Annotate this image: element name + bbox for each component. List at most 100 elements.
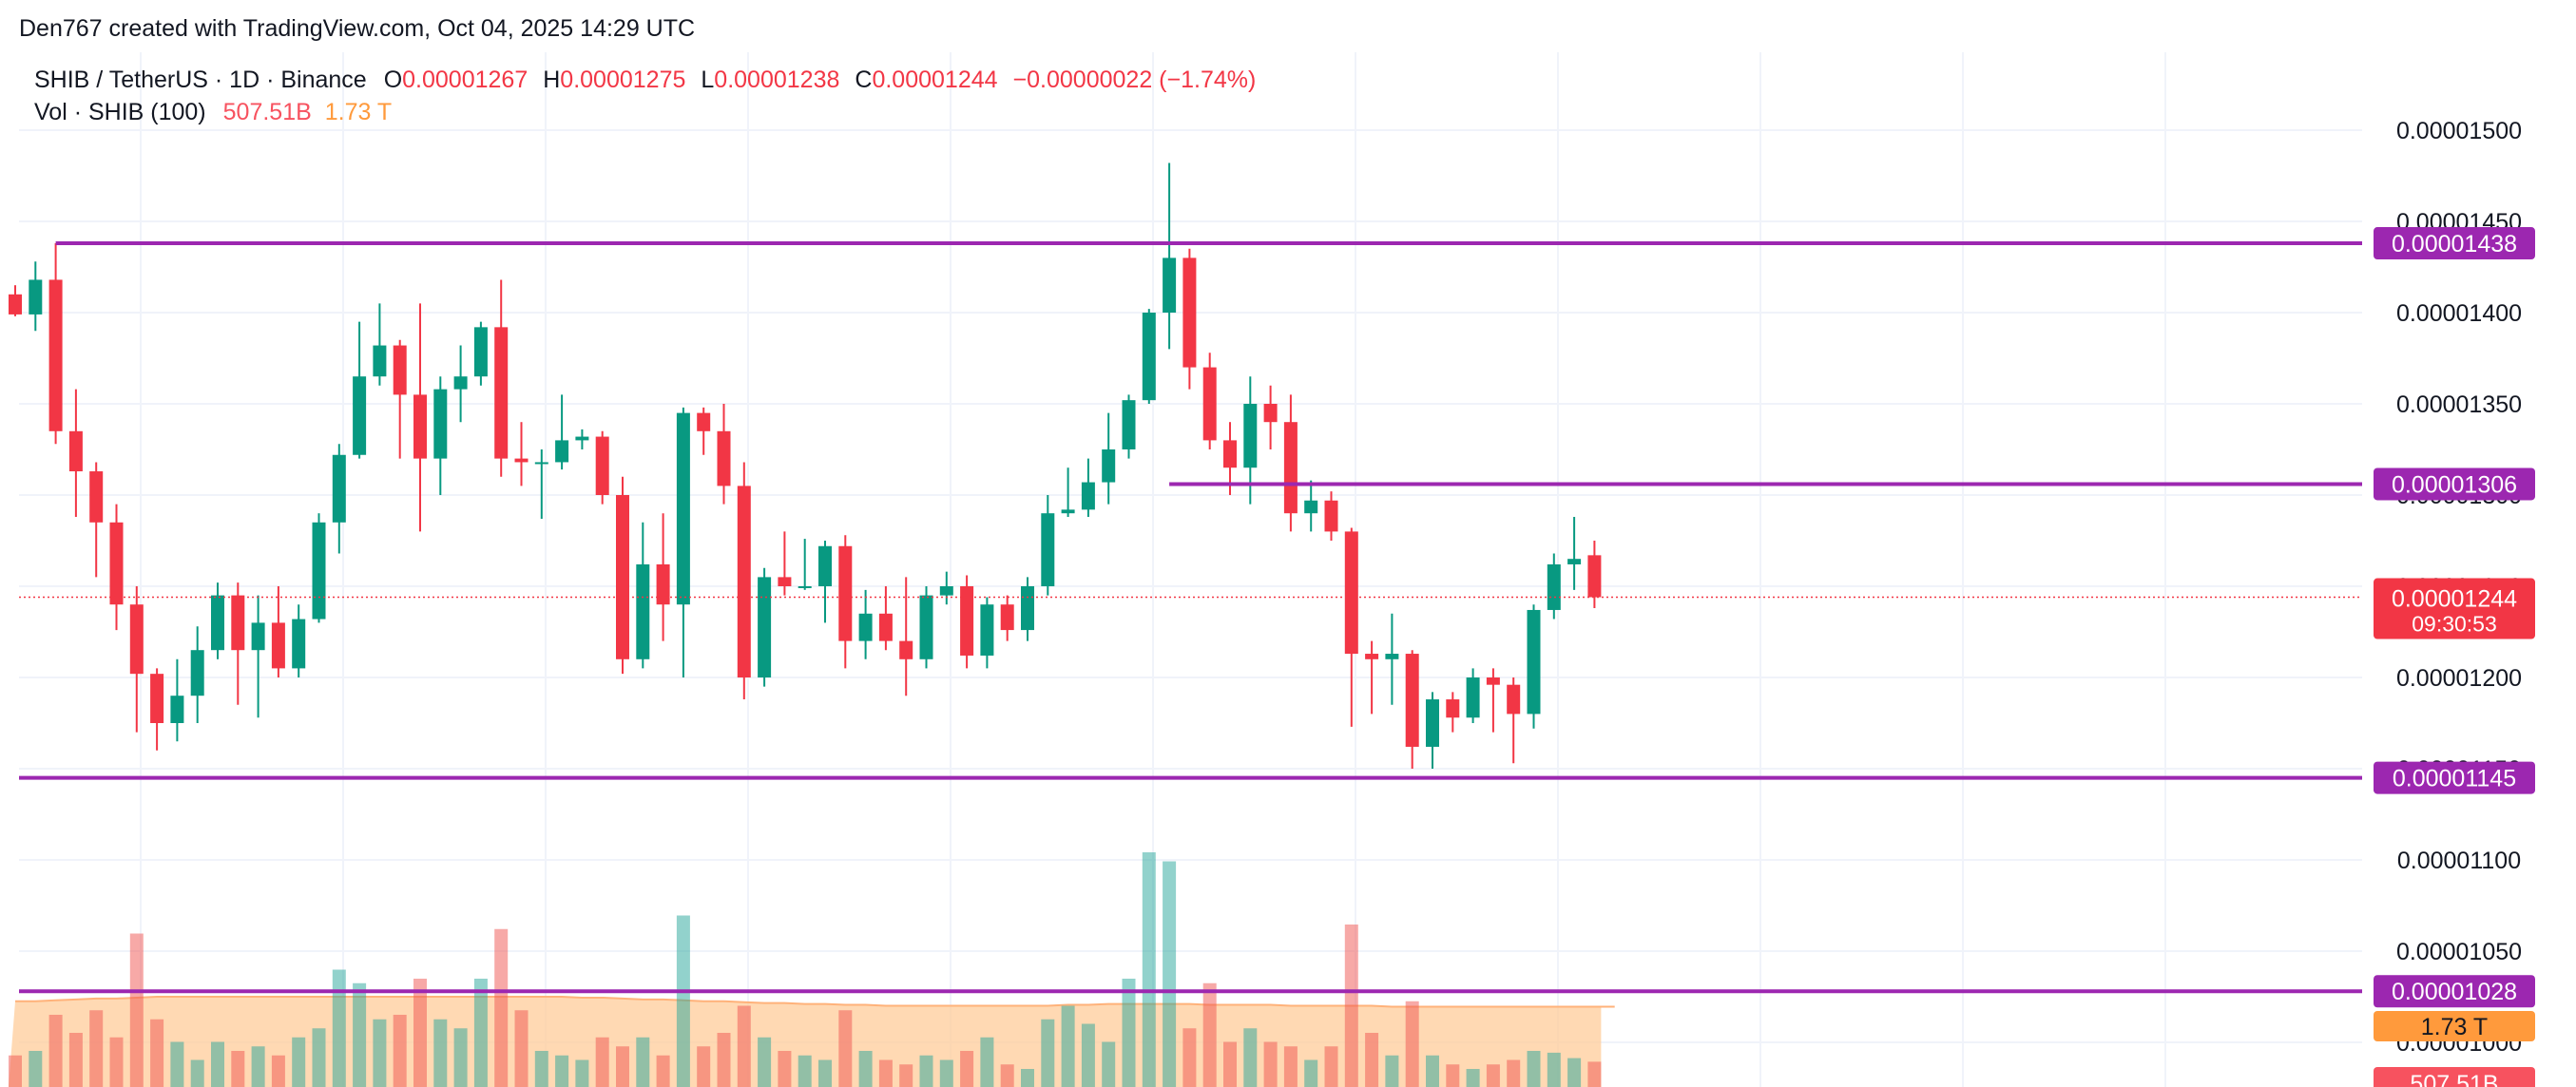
volume-bar: [494, 928, 509, 1087]
y-tick-label: 0.00001050: [2396, 939, 2522, 965]
volume-last-tag[interactable]: 507.51B: [2374, 1067, 2535, 1087]
low-value: 0.00001238: [714, 67, 840, 93]
volume-ma-tag[interactable]: 1.73 T: [2374, 1011, 2535, 1041]
candle: [919, 586, 933, 669]
candle: [778, 531, 792, 596]
candle-body: [393, 345, 407, 395]
candle-body: [778, 577, 792, 586]
candle-body: [1202, 367, 1217, 441]
candle-body: [1000, 604, 1014, 631]
candle-body: [858, 613, 873, 641]
price-axis[interactable]: 0.000015000.000014500.000014000.00001350…: [2362, 0, 2576, 1087]
axis-background: [2362, 0, 2576, 1087]
candle-body: [231, 595, 245, 651]
volume-bar: [271, 1055, 285, 1087]
candle: [353, 321, 367, 459]
volume-bar: [48, 1015, 63, 1087]
candle: [676, 407, 690, 677]
candle-body: [150, 674, 164, 723]
candle-body: [798, 586, 812, 588]
volume-bar: [534, 1051, 548, 1087]
volume-bar: [1142, 852, 1156, 1087]
candle-body: [656, 563, 670, 605]
candle: [899, 577, 913, 696]
last-price-box: [2374, 578, 2535, 639]
candle: [1466, 668, 1480, 723]
volume-bar: [919, 1055, 933, 1087]
candle: [251, 595, 265, 718]
candle-body: [534, 462, 548, 465]
candle-body: [878, 613, 893, 641]
volume-bar: [656, 1055, 670, 1087]
volume-last-tag-text: 507.51B: [2410, 1071, 2498, 1087]
candle: [960, 575, 974, 669]
volume-bar: [1527, 1051, 1541, 1087]
line-price-tag[interactable]: 0.00001028: [2374, 975, 2535, 1008]
candle-body: [89, 471, 104, 523]
last-price-text: 0.00001244: [2392, 586, 2517, 613]
volume-bar: [737, 1005, 751, 1087]
candle: [1081, 458, 1095, 518]
line-price-tag-box: [2374, 227, 2535, 260]
symbol-label[interactable]: SHIB / TetherUS · 1D · Binance: [34, 67, 367, 93]
candle: [1163, 162, 1177, 350]
volume-bar: [1021, 1069, 1034, 1087]
volume-last-tag-box: [2374, 1067, 2535, 1087]
horizontal-lines[interactable]: [19, 241, 2372, 994]
candle: [89, 462, 104, 578]
countdown-text: 09:30:53: [2412, 612, 2497, 637]
volume-bar: [1466, 1069, 1480, 1087]
candle: [1486, 668, 1500, 733]
candle: [271, 586, 285, 677]
volume-bar: [575, 1059, 589, 1087]
candle-body: [373, 345, 387, 377]
volume-label[interactable]: Vol · SHIB (100): [34, 99, 206, 125]
y-tick-label: 0.00001500: [2396, 118, 2522, 144]
candle-body: [1426, 699, 1439, 747]
line-price-tag[interactable]: 0.00001145: [2374, 761, 2535, 794]
line-price-tag[interactable]: 0.00001438: [2374, 227, 2535, 260]
volume-bar: [514, 1010, 529, 1087]
volume-bar: [1446, 1064, 1460, 1087]
volume-bar: [1283, 1046, 1298, 1087]
candle: [332, 444, 346, 554]
candle-body: [332, 454, 346, 523]
candle-body: [1223, 440, 1237, 468]
candle-body: [129, 604, 144, 675]
candle-body: [555, 440, 569, 463]
candle: [838, 535, 853, 669]
candle-body: [1304, 500, 1318, 514]
volume-bar: [251, 1046, 265, 1087]
volume-bar: [676, 915, 690, 1087]
volume-bar: [878, 1059, 893, 1087]
volume-bar: [858, 1051, 873, 1087]
candle: [1041, 495, 1055, 596]
candle-body: [595, 436, 609, 495]
volume-bar: [433, 1019, 448, 1087]
candle-body: [1081, 482, 1095, 510]
y-tick-label: 0.00001400: [2396, 300, 2522, 327]
volume-value: 507.51B: [222, 99, 312, 125]
candle-body: [636, 563, 650, 659]
candle: [1324, 491, 1338, 541]
candle-body: [1486, 677, 1500, 685]
candle: [9, 285, 22, 316]
line-price-tag[interactable]: 0.00001306: [2374, 467, 2535, 501]
y-tick-label: 0.00001200: [2396, 665, 2522, 692]
candle-body: [1021, 586, 1034, 631]
volume-bar: [636, 1037, 650, 1087]
candle-body: [9, 294, 22, 315]
candle-body: [1122, 400, 1136, 449]
candle: [1527, 604, 1541, 729]
volume-bar: [1365, 1033, 1379, 1087]
volume-pane: [9, 852, 1615, 1087]
candle: [453, 345, 468, 423]
candle: [433, 376, 448, 495]
candle-body: [1365, 654, 1379, 659]
candle: [1142, 309, 1156, 404]
candle-body: [433, 389, 448, 459]
candle-body: [616, 495, 629, 659]
candle: [1344, 527, 1358, 727]
